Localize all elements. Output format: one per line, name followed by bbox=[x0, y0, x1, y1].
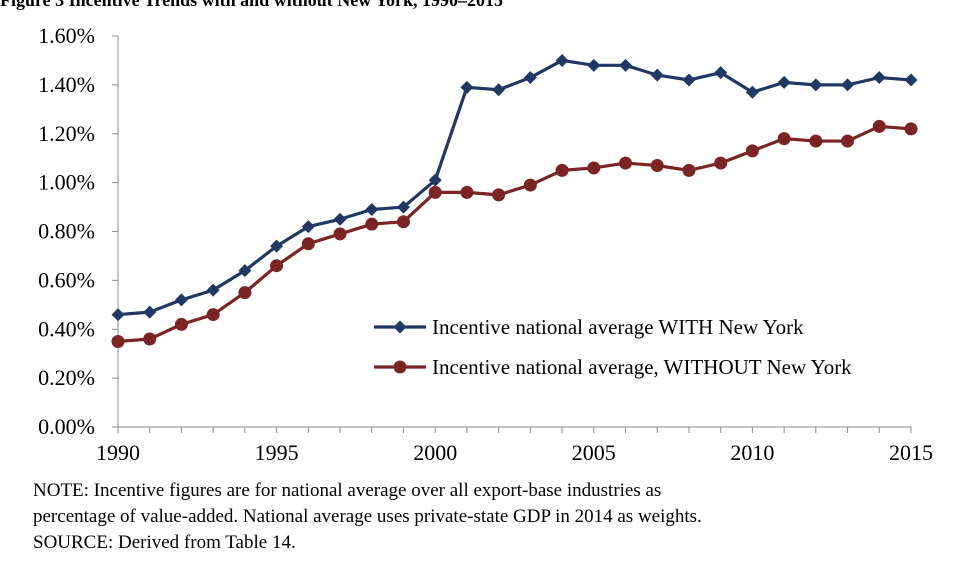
data-point bbox=[301, 237, 315, 251]
note-line-1: NOTE: Incentive figures are for national… bbox=[33, 480, 662, 501]
legend-label: Incentive national average, WITHOUT New … bbox=[432, 355, 852, 379]
data-point bbox=[650, 68, 664, 82]
y-tick-label: 0.60% bbox=[38, 267, 95, 292]
legend-swatch-marker bbox=[393, 360, 407, 374]
data-point bbox=[206, 308, 220, 322]
x-tick-label: 1995 bbox=[255, 440, 299, 465]
data-point bbox=[238, 286, 252, 300]
data-point bbox=[523, 178, 537, 192]
data-point bbox=[872, 119, 886, 133]
data-point bbox=[143, 332, 157, 346]
data-point bbox=[523, 71, 537, 85]
legend: Incentive national average WITH New York… bbox=[374, 315, 852, 379]
series-1 bbox=[111, 53, 918, 322]
y-tick-label: 1.60% bbox=[38, 23, 95, 48]
data-point bbox=[333, 212, 347, 226]
data-point bbox=[270, 239, 284, 253]
legend-label: Incentive national average WITH New York bbox=[432, 315, 804, 339]
data-point bbox=[555, 53, 569, 67]
data-point bbox=[809, 78, 823, 92]
data-point bbox=[301, 220, 315, 234]
y-tick-label: 1.20% bbox=[38, 121, 95, 146]
data-point bbox=[777, 132, 791, 146]
data-point bbox=[428, 185, 442, 199]
data-point bbox=[143, 305, 157, 319]
series-line bbox=[117, 58, 912, 317]
data-point bbox=[682, 73, 696, 87]
data-point bbox=[365, 217, 379, 231]
x-tick-label: 2010 bbox=[730, 440, 774, 465]
data-point bbox=[809, 134, 823, 148]
data-point bbox=[396, 215, 410, 229]
data-point bbox=[650, 159, 664, 173]
data-point bbox=[206, 283, 220, 297]
x-tick-label: 2015 bbox=[889, 440, 933, 465]
data-point bbox=[111, 308, 125, 322]
data-point bbox=[745, 144, 759, 158]
data-point bbox=[270, 259, 284, 273]
series-layer bbox=[111, 53, 918, 348]
data-point bbox=[841, 78, 855, 92]
data-point bbox=[492, 188, 506, 202]
y-tick-label: 0.80% bbox=[38, 219, 95, 244]
y-tick-label: 0.20% bbox=[38, 365, 95, 390]
figure-notes: NOTE: Incentive figures are for national… bbox=[33, 478, 933, 556]
data-point bbox=[682, 163, 696, 177]
data-point bbox=[904, 122, 918, 136]
data-point bbox=[174, 317, 188, 331]
data-point bbox=[492, 83, 506, 97]
series-2 bbox=[111, 119, 918, 348]
source-line: SOURCE: Derived from Table 14. bbox=[33, 532, 296, 553]
data-point bbox=[904, 73, 918, 87]
x-tick-label: 2005 bbox=[572, 440, 616, 465]
x-tick-label: 2000 bbox=[413, 440, 457, 465]
series-line bbox=[117, 124, 912, 344]
y-tick-label: 1.40% bbox=[38, 72, 95, 97]
data-point bbox=[872, 71, 886, 85]
data-point bbox=[745, 85, 759, 99]
y-tick-label: 0.40% bbox=[38, 316, 95, 341]
data-point bbox=[460, 185, 474, 199]
x-axis-ticks: 1990 1995 2000 2005 2010 2015 bbox=[96, 427, 933, 465]
data-point bbox=[587, 58, 601, 72]
data-point bbox=[238, 264, 252, 278]
y-tick-label: 0.00% bbox=[38, 414, 95, 439]
data-point bbox=[174, 293, 188, 307]
x-tick-label: 1990 bbox=[96, 440, 140, 465]
line-chart: 0.00% 0.20% 0.40% 0.60% 0.80% 1.00% 1.20% 1.40%… bbox=[38, 23, 933, 465]
data-point bbox=[460, 80, 474, 94]
legend-swatch-marker bbox=[393, 320, 407, 334]
note-line-2: percentage of value-added. National aver… bbox=[33, 506, 702, 527]
data-point bbox=[587, 161, 601, 175]
data-point bbox=[777, 75, 791, 89]
data-point bbox=[619, 156, 633, 170]
data-point bbox=[714, 66, 728, 80]
data-point bbox=[111, 334, 125, 348]
y-tick-label: 1.00% bbox=[38, 170, 95, 195]
data-point bbox=[365, 203, 379, 217]
data-point bbox=[714, 156, 728, 170]
y-axis-ticks: 0.00% 0.20% 0.40% 0.60% 0.80% 1.00% 1.20% 1.40%… bbox=[38, 23, 118, 439]
data-point bbox=[428, 173, 442, 187]
data-point bbox=[619, 58, 633, 72]
data-point bbox=[396, 200, 410, 214]
data-point bbox=[333, 227, 347, 241]
data-point bbox=[555, 163, 569, 177]
data-point bbox=[841, 134, 855, 148]
figure-title: Figure 3 Incentive Trends with and witho… bbox=[0, 0, 504, 10]
